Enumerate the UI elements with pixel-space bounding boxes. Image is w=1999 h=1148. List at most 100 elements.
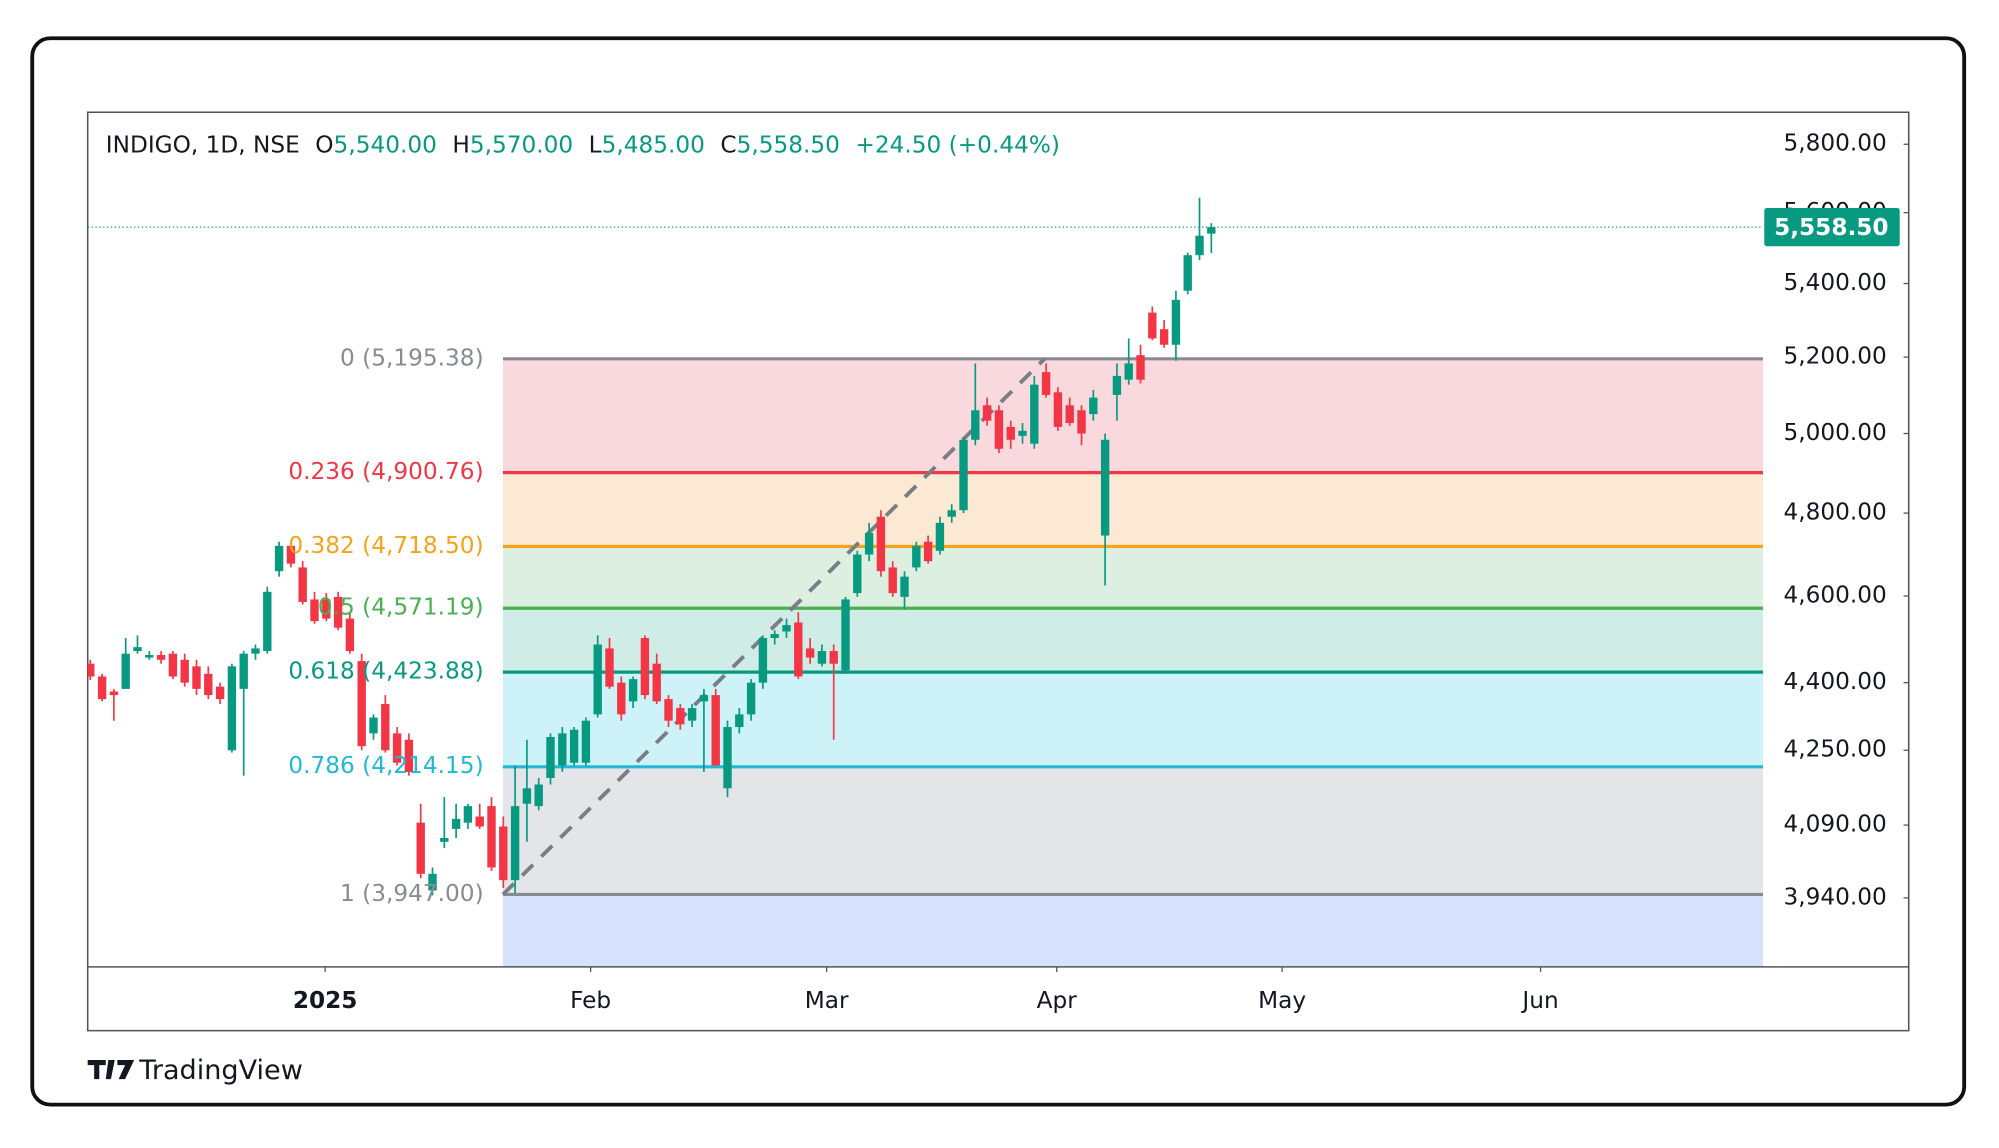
candle-body — [168, 653, 178, 677]
ohlc-key: H — [452, 132, 469, 158]
candle-body — [357, 661, 366, 747]
candle-body — [1124, 363, 1133, 380]
candle-body — [888, 567, 897, 594]
candle-body — [864, 533, 874, 555]
candle-body — [546, 737, 555, 778]
fib-label: 1 (3,947.00) — [340, 881, 484, 907]
y-tick-label: 3,940.00 — [1783, 884, 1886, 910]
candle-body — [971, 410, 980, 440]
candle-body — [699, 695, 709, 702]
candle-body — [156, 654, 166, 660]
candle-body — [676, 708, 685, 725]
candle-body — [192, 666, 201, 689]
ohlc-value: 5,485.00 — [602, 132, 705, 158]
candle-body — [558, 733, 567, 766]
candle-body — [286, 545, 296, 564]
y-tick-label: 4,250.00 — [1783, 737, 1886, 763]
fib-zone — [502, 358, 1763, 473]
fib-zone — [502, 766, 1763, 895]
candle-body — [1053, 392, 1063, 427]
candle-body — [298, 567, 307, 602]
candle-body — [628, 679, 638, 702]
candle-body — [499, 826, 508, 881]
candle-body — [782, 625, 791, 632]
candle-body — [581, 720, 591, 763]
y-tick-label: 5,200.00 — [1783, 344, 1886, 370]
ohlc-value: 5,570.00 — [470, 132, 573, 158]
candle-body — [227, 666, 237, 751]
x-tick-label: Apr — [1037, 988, 1078, 1014]
candle-body — [805, 648, 815, 658]
candle-body — [1183, 255, 1192, 291]
candle-body — [959, 439, 968, 511]
fib-zone — [502, 472, 1763, 547]
candle-body — [617, 682, 626, 715]
y-tick-label: 4,600.00 — [1783, 583, 1886, 609]
candle-body — [145, 654, 154, 658]
candle-body — [274, 545, 284, 572]
candle-body — [1195, 235, 1204, 256]
y-tick-label: 5,000.00 — [1783, 420, 1886, 446]
fib-label: 0.786 (4,214.15) — [288, 753, 483, 779]
candle-body — [687, 708, 697, 721]
candle-body — [652, 663, 661, 702]
plot-area — [87, 197, 1763, 967]
candle-body — [1148, 312, 1157, 339]
candle-body — [463, 806, 473, 823]
ohlc-key: C — [720, 132, 736, 158]
candle-body — [711, 695, 720, 766]
candle-body — [1030, 384, 1039, 444]
candle-body — [1089, 397, 1098, 415]
candle-body — [593, 644, 602, 715]
last-price-tag — [1764, 208, 1900, 247]
candle-body — [381, 704, 390, 751]
y-tick-label: 5,400.00 — [1783, 270, 1886, 296]
candle-body — [522, 788, 532, 804]
candle-body — [239, 653, 248, 689]
x-tick-label: Feb — [570, 988, 611, 1014]
candle-body — [97, 676, 107, 700]
candle-body — [369, 717, 378, 734]
candle-body — [87, 663, 95, 677]
candle-body — [947, 510, 956, 517]
candle-body — [133, 647, 142, 652]
y-tick-label: 4,090.00 — [1783, 812, 1886, 838]
fib-trend-line — [501, 357, 1047, 896]
y-tick-label: 4,400.00 — [1783, 669, 1886, 695]
candle-body — [982, 405, 992, 421]
candle-body — [994, 410, 1004, 449]
ohlc-key: O — [315, 132, 333, 158]
candle-body — [121, 653, 130, 689]
candle-body — [263, 591, 272, 652]
ohlc-value: 5,540.00 — [334, 132, 437, 158]
x-tick-label: Mar — [805, 988, 849, 1014]
x-tick-label: May — [1258, 988, 1306, 1014]
candle-body — [900, 576, 909, 597]
candle-body — [876, 516, 886, 572]
candle-body — [475, 816, 484, 827]
fib-zone — [502, 608, 1763, 673]
candle-body — [1112, 375, 1122, 395]
candle-body — [664, 699, 673, 721]
candle-body — [1136, 355, 1145, 380]
candle-body — [853, 554, 862, 594]
overlay: 0 (5,195.38) 0.236 (4,900.76) 0.382 (4,718… — [288, 131, 1909, 1014]
candle-body — [1065, 405, 1074, 424]
x-tick-label: Jun — [1520, 988, 1558, 1014]
fib-label: 0.5 (4,571.19) — [318, 595, 484, 621]
candle-body — [935, 522, 945, 551]
candle-body — [758, 638, 768, 683]
ohlc-value: 5,558.50 — [737, 132, 840, 158]
candle-body — [817, 651, 827, 664]
candle-body — [841, 599, 850, 671]
candle-body — [392, 733, 402, 763]
candle-body — [569, 729, 579, 763]
legend-header: INDIGO, 1D, NSE O5,540.00 H5,570.00 L5,485.… — [106, 132, 1060, 158]
candle-body — [640, 638, 650, 696]
brand-logo: TradingView — [87, 1055, 303, 1086]
fib-zone — [502, 894, 1763, 967]
candle-body — [746, 682, 756, 715]
candle-body — [251, 648, 260, 654]
candle-body — [534, 784, 543, 807]
